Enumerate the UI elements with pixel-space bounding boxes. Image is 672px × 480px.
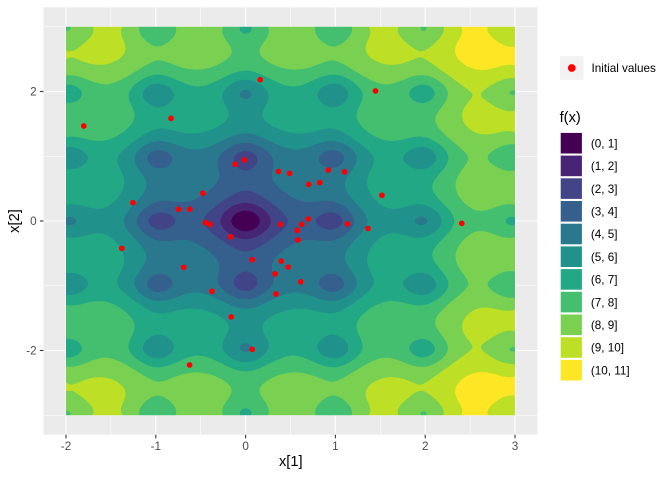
svg-text:x[1]: x[1] (279, 454, 303, 470)
svg-text:(3, 4]: (3, 4] (591, 206, 618, 219)
svg-text:(5, 6]: (5, 6] (591, 251, 618, 264)
svg-text:(7, 8]: (7, 8] (591, 296, 618, 309)
svg-text:(1, 2]: (1, 2] (591, 160, 618, 173)
svg-text:(4, 5]: (4, 5] (591, 228, 618, 241)
svg-text:(2, 3]: (2, 3] (591, 183, 618, 196)
svg-text:0: 0 (30, 215, 37, 228)
svg-text:(9, 10]: (9, 10] (591, 342, 624, 355)
svg-text:0: 0 (242, 440, 249, 453)
svg-text:Initial values: Initial values (592, 62, 656, 75)
svg-text:(10, 11]: (10, 11] (591, 364, 630, 377)
svg-text:(6, 7]: (6, 7] (591, 274, 618, 287)
svg-text:-2: -2 (61, 440, 71, 453)
svg-text:-2: -2 (26, 345, 36, 358)
svg-text:1: 1 (332, 440, 339, 453)
svg-text:2: 2 (30, 86, 37, 99)
svg-text:x[2]: x[2] (7, 209, 23, 233)
svg-text:2: 2 (422, 440, 429, 453)
svg-text:3: 3 (512, 440, 519, 453)
svg-text:f(x): f(x) (560, 110, 581, 126)
svg-text:(0, 1]: (0, 1] (591, 137, 618, 150)
svg-text:(8, 9]: (8, 9] (591, 319, 618, 332)
svg-text:-1: -1 (151, 440, 161, 453)
